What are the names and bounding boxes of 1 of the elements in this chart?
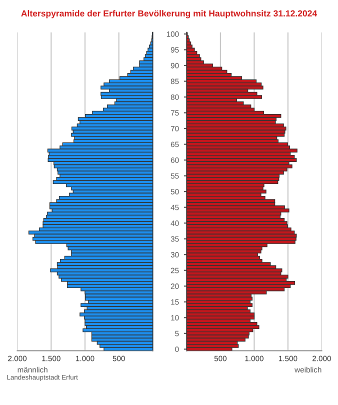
chart-title: Alterspyramide der Erfurter Bevölkerung mit Hauptwohnsitz 31.12.2024 bbox=[21, 10, 318, 18]
